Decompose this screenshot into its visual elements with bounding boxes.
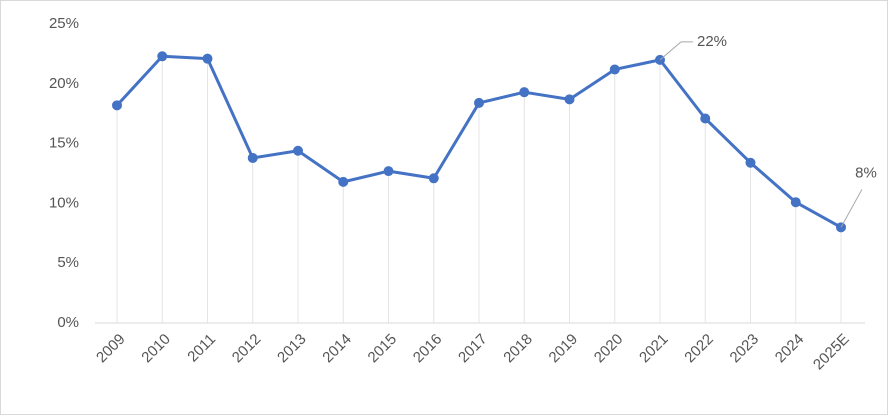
point bbox=[112, 100, 122, 111]
y-tick-label: 15% bbox=[49, 135, 79, 152]
point bbox=[157, 51, 168, 62]
point bbox=[790, 197, 801, 208]
point bbox=[428, 173, 439, 184]
data-label: 22% bbox=[697, 33, 727, 50]
data-label: 8% bbox=[855, 164, 877, 181]
point bbox=[383, 166, 394, 177]
label-leader bbox=[659, 41, 682, 61]
y-tick-label: 10% bbox=[49, 194, 79, 211]
point bbox=[700, 113, 711, 124]
point bbox=[247, 152, 258, 163]
y-tick-label: 25% bbox=[49, 15, 79, 32]
point bbox=[338, 176, 349, 187]
point bbox=[564, 94, 575, 105]
point bbox=[519, 87, 530, 98]
point bbox=[474, 97, 484, 108]
point bbox=[745, 157, 756, 168]
point bbox=[202, 53, 213, 64]
y-tick-label: 0% bbox=[57, 314, 79, 331]
y-tick-label: 5% bbox=[57, 254, 79, 271]
label-leader bbox=[840, 189, 863, 228]
y-tick-label: 20% bbox=[49, 75, 79, 92]
point bbox=[293, 145, 303, 156]
point bbox=[609, 64, 620, 75]
